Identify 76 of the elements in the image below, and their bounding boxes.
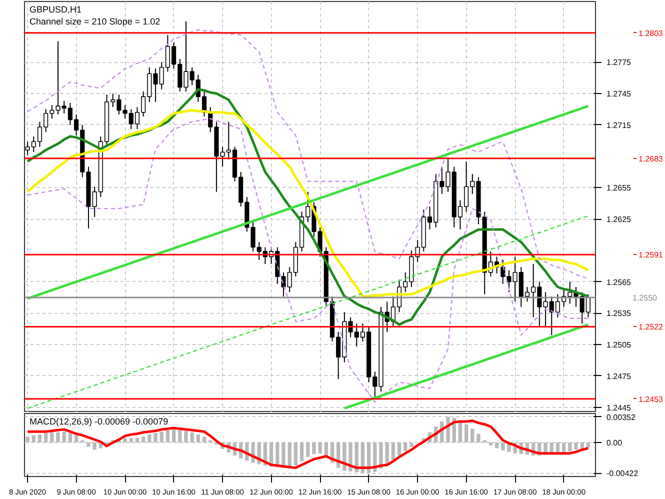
bar	[26, 436, 30, 442]
line-series	[343, 323, 590, 410]
chart-title: MACD(12,26,9) -0.00069 -0.00079	[30, 416, 168, 426]
bar	[312, 442, 316, 454]
bar	[160, 432, 164, 442]
bar	[282, 442, 286, 468]
bar	[86, 442, 90, 447]
bar	[68, 433, 72, 442]
bar	[50, 432, 54, 442]
ref-line-label: 1.2522	[638, 322, 664, 332]
bar	[568, 442, 572, 452]
bar	[135, 438, 140, 442]
bar	[294, 442, 298, 466]
y-tick-label: 1.2445	[606, 403, 632, 412]
bar	[476, 434, 480, 442]
bar	[494, 442, 499, 448]
y-tick-label: 1.2475	[606, 372, 632, 381]
bar	[501, 442, 505, 450]
bar	[586, 442, 590, 448]
bar	[56, 432, 60, 442]
y-tick-label: -0.00422	[606, 469, 639, 478]
bar	[318, 442, 322, 454]
bar	[172, 429, 176, 442]
line-series	[26, 29, 589, 280]
ref-line-label: 1.2803	[638, 28, 664, 38]
bar	[562, 442, 566, 452]
y-tick-label: 0.00352	[606, 412, 636, 422]
bar	[184, 430, 188, 442]
y-tick-label: 1.2625	[606, 215, 632, 224]
bar	[32, 435, 36, 442]
bar	[404, 442, 408, 452]
y-tick-label: 1.2655	[606, 184, 632, 193]
chart-title: GBPUSD,H1	[30, 4, 82, 14]
bar	[342, 442, 346, 471]
bar	[38, 434, 42, 442]
bar	[300, 442, 304, 462]
bar	[196, 434, 200, 442]
bar	[74, 435, 78, 442]
line-series	[26, 215, 589, 409]
ref-line-label: 1.2550	[632, 293, 658, 302]
bar	[154, 433, 158, 442]
bar	[397, 442, 402, 456]
bar	[92, 442, 96, 450]
bar	[202, 436, 206, 442]
bar	[288, 442, 292, 468]
bar	[348, 442, 352, 472]
bar	[488, 442, 493, 446]
bar	[123, 438, 127, 442]
bar	[129, 438, 133, 442]
ref-line-label: 1.2591	[638, 250, 664, 260]
y-tick-label: 1.2775	[606, 58, 632, 68]
y-tick-label: 0.00	[606, 438, 623, 448]
y-tick-label: 1.2505	[606, 340, 632, 350]
bar	[410, 442, 414, 447]
text: Channel size = 210 Slope = 1.02	[30, 16, 160, 26]
bar	[391, 442, 396, 460]
ref-line-label: 1.2453	[638, 394, 664, 404]
y-tick-label: 1.2715	[606, 120, 632, 130]
bar	[470, 428, 474, 442]
bar	[574, 442, 578, 450]
y-tick-label: 1.2745	[606, 90, 632, 99]
line-series	[26, 419, 590, 470]
bar	[142, 436, 146, 442]
y-tick-label: 1.2535	[606, 309, 632, 318]
bar	[178, 430, 182, 442]
bar	[62, 432, 66, 442]
bar	[190, 432, 194, 442]
bar	[385, 442, 389, 464]
bar	[44, 433, 48, 442]
ref-line-label: 1.2683	[638, 154, 664, 164]
bar	[306, 442, 310, 457]
bar	[166, 430, 170, 442]
y-tick-label: 1.2565	[606, 278, 632, 287]
bar	[379, 442, 383, 469]
bar	[464, 424, 468, 442]
bar	[148, 434, 152, 442]
